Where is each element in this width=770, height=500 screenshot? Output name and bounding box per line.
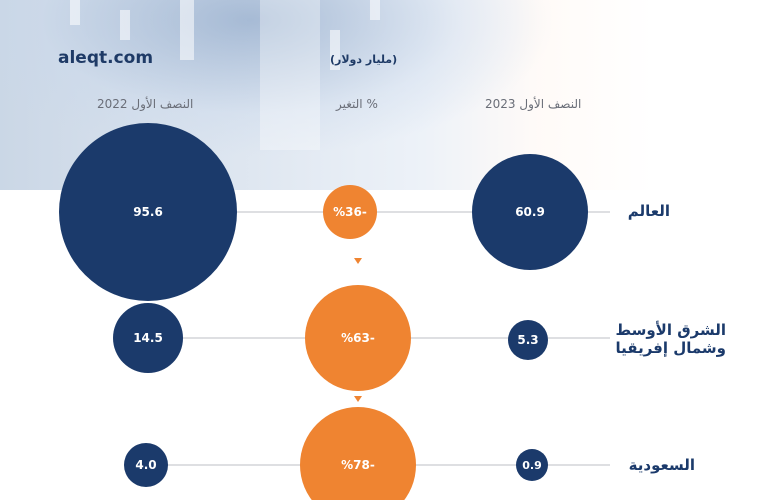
row-label-line1: الشرق الأوسط (615, 321, 726, 339)
bubble-2023-mena: 5.3 (508, 320, 548, 360)
bubble-2022-mena: 14.5 (113, 303, 183, 373)
unit-label: (مليار دولار) (330, 53, 398, 66)
bubble-change-saudi: %78- (300, 407, 416, 500)
row-label-saudi: السعودية (628, 456, 695, 474)
row-label-line2: وشمال إفريقيا (615, 339, 726, 357)
row-label-world: العالم (627, 202, 670, 220)
bubble-2022-saudi: 4.0 (124, 443, 168, 487)
bubble-2023-saudi: 0.9 (516, 449, 548, 481)
header-change: التغير % (336, 97, 378, 111)
bubble-change-mena: %63- (305, 285, 411, 391)
arrow-down-icon (354, 258, 362, 264)
bubble-change-world: %36- (323, 185, 377, 239)
header-2022: النصف الأول 2022 (97, 97, 194, 111)
arrow-down-icon (354, 396, 362, 402)
bubble-2023-world: 60.9 (472, 154, 588, 270)
header-2023: النصف الأول 2023 (485, 97, 582, 111)
row-label-mena: الشرق الأوسط وشمال إفريقيا (616, 321, 726, 357)
brand-logo: aleqt.com (58, 48, 154, 68)
bubble-2022-world: 95.6 (59, 123, 237, 301)
row-line (200, 211, 610, 213)
